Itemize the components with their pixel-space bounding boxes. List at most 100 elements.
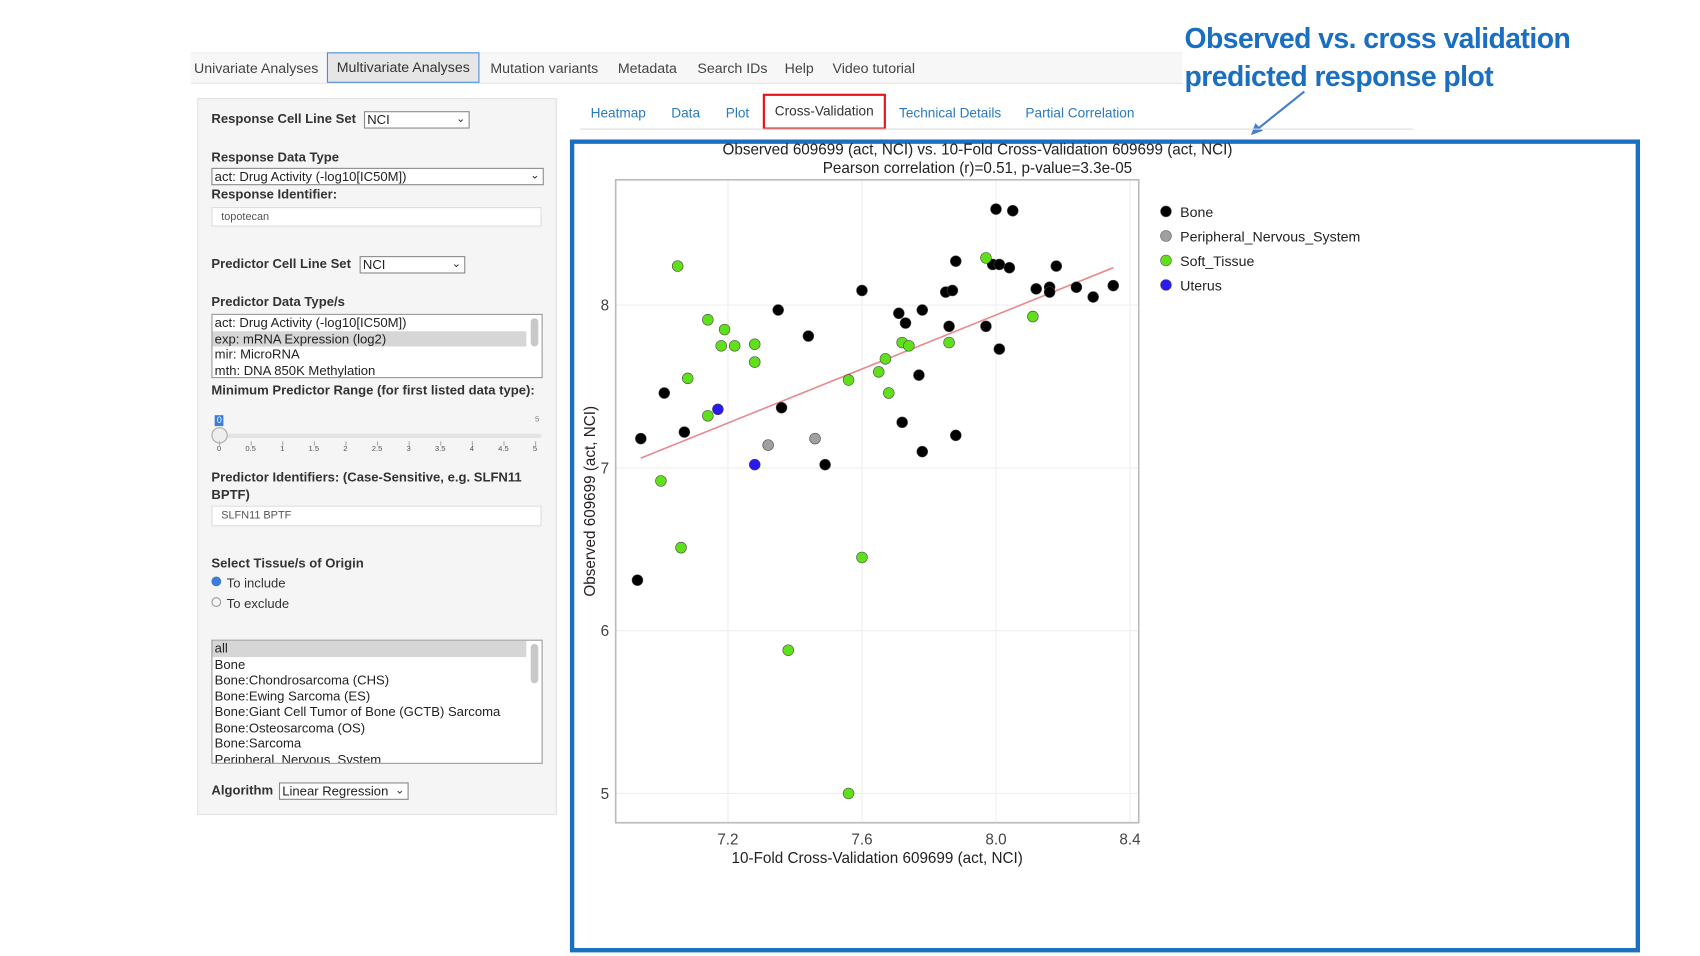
list-option[interactable]: mth: DNA 850K Methylation [214, 362, 376, 378]
response-data-type-select[interactable]: act: Drug Activity (-log10[IC50M]) ⌄ [211, 167, 544, 186]
slider-tick-label: 5 [532, 445, 538, 454]
list-option[interactable]: Peripheral_Nervous_System [214, 751, 382, 764]
slider-tick-label: 4.5 [498, 445, 509, 454]
data-point-bone [819, 458, 831, 471]
list-option-selected[interactable]: all [212, 640, 527, 657]
x-tick-label: 7.2 [717, 832, 738, 849]
data-point-soft-tissue [842, 374, 855, 386]
list-option[interactable]: Bone [214, 656, 246, 672]
chart-subtitle: Pearson correlation (r)=0.51, p-value=3.… [823, 160, 1132, 177]
predictor-identifiers-input[interactable]: SLFN11 BPTF [211, 505, 542, 527]
predictor-identifiers-label: Predictor Identifiers: (Case-Sensitive, … [211, 469, 522, 503]
tab-technical-details[interactable]: Technical Details [899, 105, 1002, 121]
tab-video-tutorial[interactable]: Video tutorial [832, 59, 915, 77]
slider-tick-label: 3 [406, 445, 411, 454]
slider-tick-label: 2 [343, 445, 348, 454]
legend-marker [1160, 254, 1172, 267]
tab-data[interactable]: Data [671, 105, 701, 121]
select-value: NCI [367, 112, 390, 128]
list-option[interactable]: Bone:Chondrosarcoma (CHS) [214, 672, 390, 688]
tab-search-ids[interactable]: Search IDs [697, 59, 768, 77]
annotation-line1: Observed vs. cross validation [1184, 21, 1571, 55]
list-option[interactable]: act: Drug Activity (-log10[IC50M]) [214, 314, 407, 331]
response-identifier-input[interactable]: topotecan [211, 207, 542, 227]
slider-value-badge: 0 [214, 415, 224, 427]
data-point-soft-tissue [903, 340, 915, 352]
chevron-down-icon: ⌄ [451, 258, 461, 271]
legend-marker [1160, 205, 1172, 218]
response-data-type-label: Response Data Type [211, 149, 340, 165]
predictor-cell-line-set-label: Predictor Cell Line Set [211, 256, 351, 272]
data-point-bone [943, 320, 955, 333]
slider-tick-label: 4 [469, 445, 474, 454]
tab-mutation-variants[interactable]: Mutation variants [490, 59, 599, 77]
data-point-soft-tissue [943, 336, 955, 349]
select-value: Linear Regression [282, 783, 389, 799]
data-point-bone [1087, 291, 1099, 303]
list-option[interactable]: Bone:Ewing Sarcoma (ES) [214, 688, 371, 704]
slider-tick-label: 3.5 [434, 445, 446, 454]
slider-tick [313, 441, 315, 446]
data-point-bone [1070, 281, 1083, 293]
data-point-bone [631, 574, 644, 586]
list-option[interactable]: Bone:Giant Cell Tumor of Bone (GCTB) Sar… [214, 703, 501, 720]
predictor-data-types-listbox[interactable]: act: Drug Activity (-log10[IC50M]) exp: … [211, 313, 543, 379]
data-point-soft-tissue [728, 340, 741, 352]
annotation-line2: predicted response plot [1184, 59, 1494, 93]
tab-heatmap[interactable]: Heatmap [590, 105, 646, 121]
x-tick-label: 8.0 [985, 832, 1006, 849]
data-point-soft-tissue [980, 252, 992, 264]
response-cell-line-set-select[interactable]: NCI ⌄ [363, 111, 470, 129]
list-option[interactable]: mir: MicroRNA [214, 346, 300, 362]
tab-cross-validation[interactable]: Cross-Validation [762, 93, 886, 130]
data-point-bone [896, 416, 908, 429]
slider-tick [503, 441, 505, 446]
slider-tick-label: 0.5 [245, 445, 256, 454]
tab-partial-correlation[interactable]: Partial Correlation [1025, 105, 1135, 121]
chevron-down-icon: ⌄ [456, 113, 466, 126]
algorithm-select[interactable]: Linear Regression ⌄ [278, 782, 409, 800]
data-point-soft-tissue [749, 356, 761, 368]
tab-univariate[interactable]: Univariate Analyses [193, 59, 319, 77]
data-point-soft-tissue [749, 338, 761, 350]
scrollbar[interactable] [530, 318, 539, 347]
y-axis-label: Observed 609699 (act, NCI) [582, 406, 599, 597]
tab-multivariate[interactable]: Multivariate Analyses [326, 52, 480, 83]
tab-plot[interactable]: Plot [725, 105, 750, 121]
list-option-selected[interactable]: exp: mRNA Expression (log2) [212, 330, 527, 347]
slider-track[interactable] [217, 433, 542, 439]
response-cell-line-set-label: Response Cell Line Set [211, 111, 357, 127]
tab-help[interactable]: Help [784, 59, 814, 77]
list-option[interactable]: Bone:Sarcoma [214, 735, 302, 751]
tab-metadata[interactable]: Metadata [617, 59, 677, 77]
data-point-bone [1043, 286, 1056, 298]
data-point-bone [775, 401, 788, 414]
legend-label: Peripheral_Nervous_System [1180, 229, 1360, 245]
tissue-label: Select Tissue/s of Origin [211, 555, 364, 572]
predictor-data-types-label: Predictor Data Type/s [211, 294, 345, 310]
slider-tick [535, 441, 537, 446]
data-point-bone [1007, 205, 1019, 217]
radio-include[interactable]: To include [211, 575, 286, 591]
cross-validation-scatter-plot[interactable]: Observed 609699 (act, NCI) vs. 10-Fold C… [570, 139, 1640, 952]
data-point-bone [993, 343, 1006, 355]
tissue-listbox[interactable]: all Bone Bone:Chondrosarcoma (CHS) Bone:… [211, 639, 543, 764]
legend-label: Uterus [1180, 278, 1222, 294]
data-point-soft-tissue [782, 644, 794, 656]
predictor-cell-line-set-select[interactable]: NCI ⌄ [359, 256, 466, 274]
legend-label: Bone [1180, 205, 1213, 221]
data-point-soft-tissue [655, 475, 667, 487]
data-point-bone [635, 432, 647, 445]
list-option[interactable]: Bone:Osteosarcoma (OS) [214, 719, 366, 736]
data-point-peripheral-nervous-system [809, 432, 821, 445]
radio-exclude[interactable]: To exclude [211, 596, 289, 611]
slider-tick [440, 441, 442, 446]
x-axis-label: 10-Fold Cross-Validation 609699 (act, NC… [732, 850, 1023, 867]
data-point-soft-tissue [715, 340, 727, 352]
scrollbar[interactable] [530, 644, 539, 684]
data-point-bone [856, 284, 868, 297]
algorithm-label: Algorithm [211, 782, 274, 798]
data-point-bone [772, 304, 784, 316]
data-point-bone [916, 304, 928, 316]
slider-tick-label: 1 [280, 445, 285, 454]
